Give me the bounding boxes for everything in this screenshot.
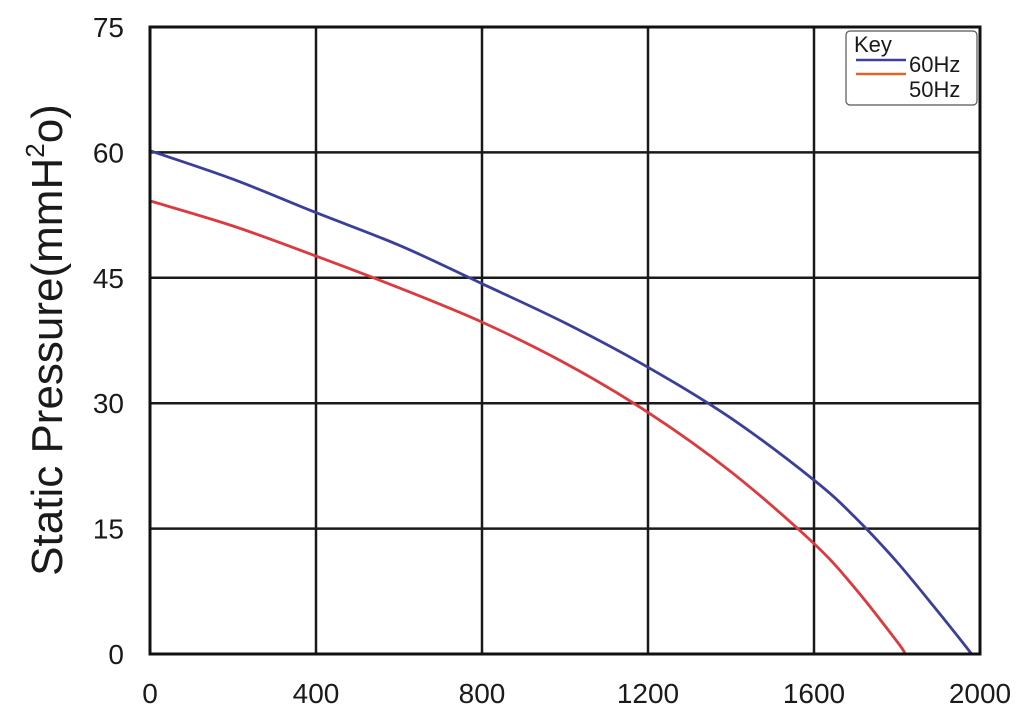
y-tick-label-75: 75 bbox=[93, 12, 124, 43]
x-tick-labels: 0 400 800 1200 1600 2000 bbox=[142, 678, 1011, 709]
y-tick-labels: 0 15 30 45 60 75 bbox=[93, 12, 124, 670]
y-tick-label-30: 30 bbox=[93, 388, 124, 419]
series-lines bbox=[148, 149, 974, 656]
y-axis-label-post: o) bbox=[23, 104, 72, 143]
y-tick-label-45: 45 bbox=[93, 263, 124, 294]
x-tick-label-1200: 1200 bbox=[617, 678, 679, 709]
y-tick-label-0: 0 bbox=[108, 639, 124, 670]
y-axis-label: Static Pressure(mmH2o) bbox=[20, 104, 72, 576]
legend-label-50hz: 50Hz bbox=[909, 77, 960, 102]
x-tick-label-0: 0 bbox=[142, 678, 158, 709]
x-tick-label-2000: 2000 bbox=[949, 678, 1011, 709]
y-axis-label-pre: Static Pressure(mmH bbox=[23, 158, 72, 576]
plot-frame bbox=[148, 25, 982, 656]
legend-box bbox=[845, 30, 978, 106]
series-line-50hz bbox=[148, 199, 907, 656]
x-tick-label-400: 400 bbox=[293, 678, 340, 709]
series-line-60hz bbox=[148, 149, 974, 656]
legend-label-60hz: 60Hz bbox=[909, 52, 960, 77]
y-axis-label-sup: 2 bbox=[20, 143, 50, 157]
x-tick-label-1600: 1600 bbox=[783, 678, 845, 709]
x-tick-label-800: 800 bbox=[459, 678, 506, 709]
y-tick-label-60: 60 bbox=[93, 137, 124, 168]
grid bbox=[148, 25, 982, 656]
y-tick-label-15: 15 bbox=[93, 514, 124, 545]
legend-title: Key bbox=[854, 32, 892, 57]
legend: Key 60Hz 50Hz bbox=[845, 30, 978, 106]
